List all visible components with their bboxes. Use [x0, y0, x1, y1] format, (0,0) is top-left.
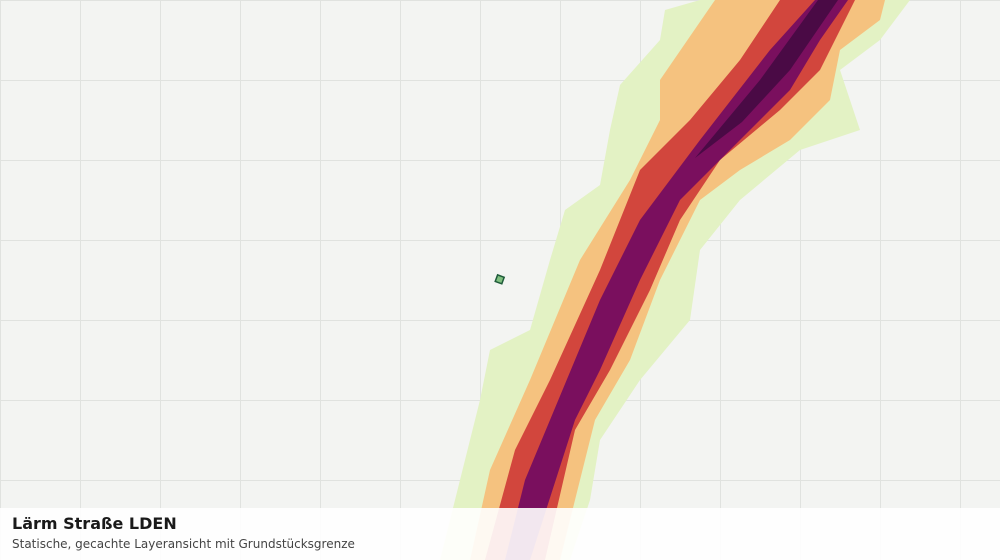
layer-title: Lärm Straße LDEN [12, 514, 177, 533]
noise-band-high [485, 0, 855, 560]
noise-band-very-high [505, 0, 848, 560]
caption: Lärm Straße LDEN Statische, gecachte Lay… [0, 508, 1000, 560]
layer-subtitle: Statische, gecachte Layeransicht mit Gru… [12, 537, 355, 551]
parcel-marker[interactable] [494, 273, 506, 285]
noise-band-max [695, 0, 838, 158]
